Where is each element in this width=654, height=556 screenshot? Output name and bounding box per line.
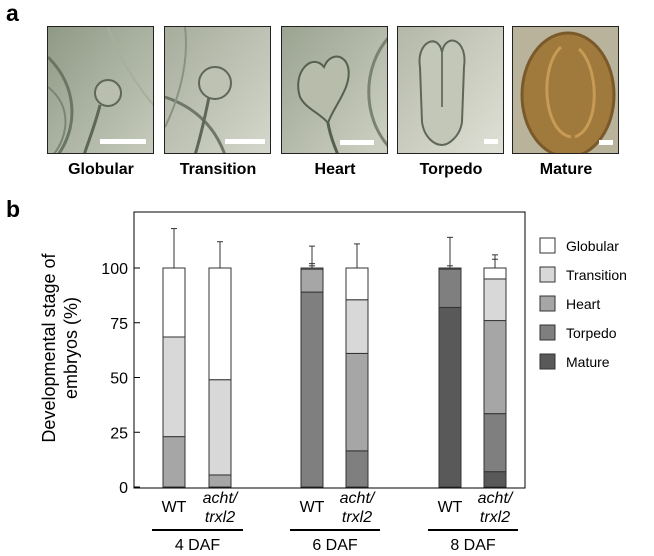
- caption-mature: Mature: [539, 161, 593, 178]
- caption-transition: Transition: [179, 161, 257, 178]
- legend-label-torpedo: Torpedo: [566, 325, 617, 341]
- torpedo-embryo-micrograph: [397, 26, 504, 154]
- x-label-bar-2-line-1: acht/: [203, 490, 239, 507]
- y-tick-label-100: 100: [101, 261, 128, 278]
- bar-6-transition-segment: [483, 278, 507, 322]
- bar-2-transition-segment: [208, 379, 232, 476]
- legend-label-mature: Mature: [566, 354, 610, 370]
- x-label-bar-6-line-1: acht/: [478, 490, 514, 507]
- group-label-2: 6 DAF: [312, 537, 358, 554]
- panel-b-letter: b: [6, 196, 21, 222]
- legend-swatch-transition: [539, 266, 556, 283]
- group-label-1: 4 DAF: [175, 537, 221, 554]
- bar-6-mature-segment: [483, 471, 507, 488]
- transition-embryo-micrograph: [164, 26, 271, 154]
- bar-4-transition-segment: [345, 299, 369, 354]
- x-label-bar-5-line-1: WT: [438, 499, 463, 516]
- y-axis-title-line-2: embryos (%): [61, 297, 81, 399]
- x-label-bar-1-line-1: WT: [162, 499, 187, 516]
- bar-5-heart-segment: [438, 267, 462, 270]
- bar-1-globular-segment: [162, 267, 186, 338]
- bar-3-torpedo-segment: [300, 291, 324, 488]
- mature-embryo-micrograph: [512, 26, 619, 154]
- legend-label-transition: Transition: [566, 267, 627, 283]
- legend-swatch-heart: [539, 295, 556, 312]
- x-label-bar-2-line-2: trxl2: [205, 509, 235, 526]
- y-axis-title-line-1: Developmental stage of: [39, 252, 59, 442]
- bar-5-mature-segment: [438, 306, 462, 488]
- bar-4-globular-segment: [345, 267, 369, 301]
- legend-swatch-mature: [539, 353, 556, 370]
- bar-4-torpedo-segment: [345, 450, 369, 488]
- heart-embryo-micrograph: [281, 26, 388, 154]
- bar-6-torpedo-segment: [483, 413, 507, 473]
- bar-6-globular-segment: [483, 267, 507, 280]
- x-label-bar-6-line-2: trxl2: [480, 509, 510, 526]
- x-label-bar-3-line-1: WT: [300, 499, 325, 516]
- y-tick-label-75: 75: [110, 316, 128, 333]
- legend-label-heart: Heart: [566, 296, 600, 312]
- bar-1-heart-segment: [162, 436, 186, 488]
- globular-embryo-micrograph: [47, 26, 154, 154]
- x-label-bar-4-line-1: acht/: [340, 490, 376, 507]
- y-tick-label-25: 25: [110, 425, 128, 442]
- bar-3-heart-segment: [300, 268, 324, 293]
- y-tick-label-0: 0: [119, 480, 128, 497]
- group-label-3: 8 DAF: [450, 537, 496, 554]
- caption-globular: Globular: [68, 161, 134, 178]
- bar-3-globular-segment: [300, 267, 324, 270]
- bar-2-heart-segment: [208, 474, 232, 488]
- y-tick-label-50: 50: [110, 371, 128, 388]
- plot-frame: [133, 211, 526, 489]
- bar-1-transition-segment: [162, 336, 186, 438]
- bar-2-globular-segment: [208, 267, 232, 381]
- legend-swatch-torpedo: [539, 324, 556, 341]
- panel-a-letter: a: [6, 0, 19, 26]
- bar-4-heart-segment: [345, 352, 369, 452]
- bar-6-heart-segment: [483, 320, 507, 415]
- caption-heart: Heart: [314, 161, 356, 178]
- x-label-bar-4-line-2: trxl2: [342, 509, 372, 526]
- bar-5-torpedo-segment: [438, 268, 462, 308]
- legend-swatch-globular: [539, 237, 556, 254]
- legend-label-globular: Globular: [566, 238, 619, 254]
- caption-torpedo: Torpedo: [419, 161, 483, 178]
